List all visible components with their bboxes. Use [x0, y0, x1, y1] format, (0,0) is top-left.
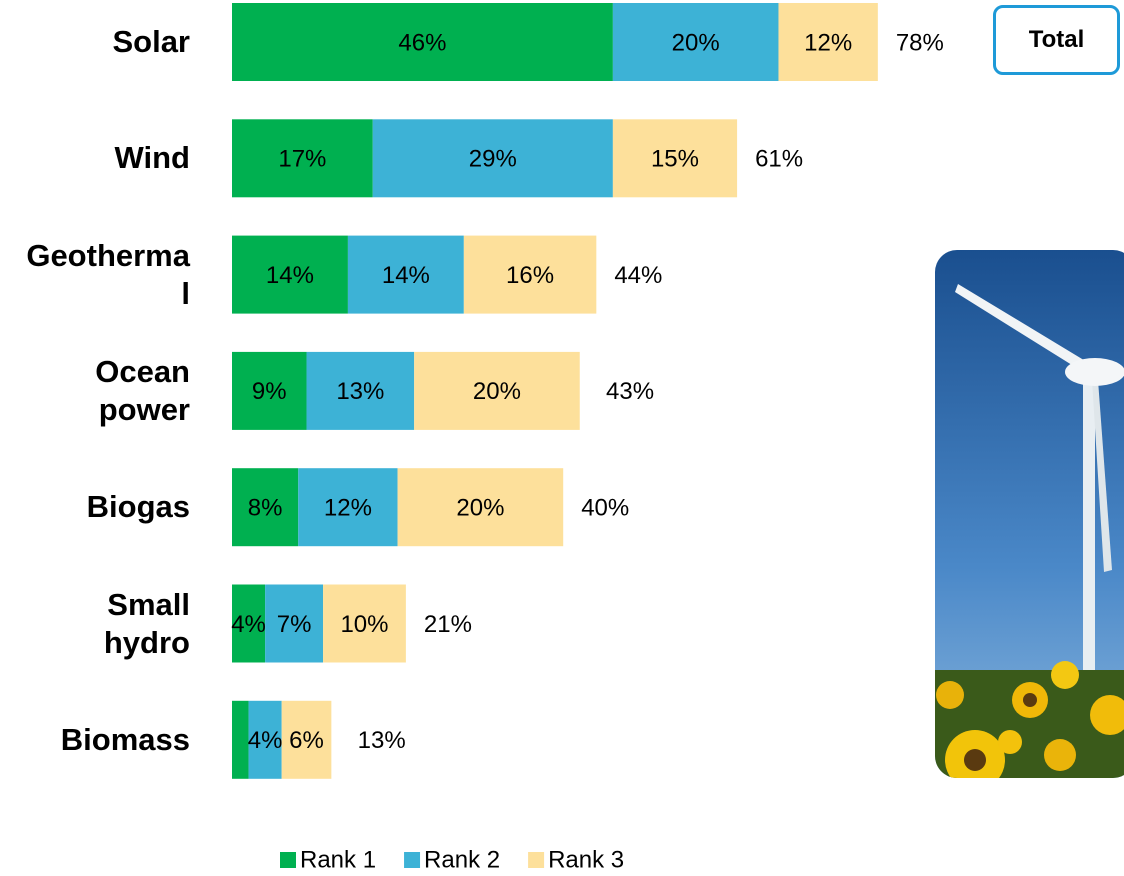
- value-label: 6%: [289, 727, 324, 754]
- bar-segment: [232, 3, 613, 81]
- bar-segment: [232, 584, 266, 663]
- bar-segment: [463, 235, 597, 314]
- photo: [935, 250, 1124, 778]
- value-label: 20%: [456, 495, 504, 522]
- category-label: Small hydro: [103, 586, 190, 660]
- value-label: 4%: [248, 727, 283, 754]
- total-label: 40%: [581, 495, 629, 522]
- category-label: Solar: [112, 24, 190, 59]
- value-label: 14%: [382, 262, 430, 289]
- total-label: 78%: [896, 29, 944, 56]
- value-label: 20%: [672, 29, 720, 56]
- value-label: 15%: [651, 146, 699, 173]
- category-label: Wind: [114, 140, 190, 176]
- bar-segment: [232, 119, 373, 198]
- value-label: 12%: [804, 29, 852, 56]
- bar-segment: [778, 3, 878, 81]
- total-label: 43%: [606, 378, 654, 405]
- legend-label: Rank 3: [548, 846, 624, 873]
- bar-segment: [397, 468, 564, 547]
- total-button[interactable]: Total: [993, 5, 1120, 75]
- value-label: 20%: [473, 378, 521, 405]
- value-label: 29%: [469, 146, 517, 173]
- bar-segment: [265, 584, 324, 663]
- legend-label: Rank 2: [424, 846, 500, 873]
- legend-label: Rank 1: [300, 846, 376, 873]
- category-label: Geothermal: [26, 237, 190, 311]
- bar-segment: [612, 119, 738, 198]
- value-label: 10%: [340, 611, 388, 638]
- value-label: 12%: [324, 495, 372, 522]
- total-label: 21%: [424, 611, 472, 638]
- total-label: 13%: [358, 727, 406, 754]
- total-label: 44%: [614, 262, 662, 289]
- value-label: 14%: [266, 262, 314, 289]
- value-label: 4%: [231, 611, 266, 638]
- bar-segment: [372, 119, 613, 198]
- bar-segment: [232, 351, 307, 430]
- bar-segment: [232, 235, 348, 314]
- bar-segment: [232, 468, 299, 547]
- bar-segment: [306, 351, 415, 430]
- bar-segment: [612, 3, 779, 81]
- bar-segment: [323, 584, 406, 663]
- value-label: 46%: [398, 29, 446, 56]
- value-label: 16%: [506, 262, 554, 289]
- legend-swatch: [404, 852, 421, 868]
- total-label: 61%: [755, 146, 803, 173]
- bar-segment: [298, 468, 398, 547]
- value-label: 8%: [248, 495, 283, 522]
- bar-segment: [347, 235, 464, 314]
- category-label: Biogas: [86, 489, 190, 525]
- bar-segment: [414, 351, 580, 430]
- legend-swatch: [528, 852, 545, 868]
- value-label: 13%: [336, 378, 384, 405]
- value-label: 7%: [277, 611, 312, 638]
- bar-segment: [281, 700, 332, 779]
- bar-segment: [232, 700, 249, 779]
- bar-segment: [248, 700, 282, 779]
- category-label: Biomass: [60, 721, 190, 757]
- value-label: 17%: [278, 146, 326, 173]
- legend-swatch: [280, 852, 296, 868]
- value-label: 9%: [252, 378, 287, 405]
- category-label: Ocean power: [95, 353, 190, 427]
